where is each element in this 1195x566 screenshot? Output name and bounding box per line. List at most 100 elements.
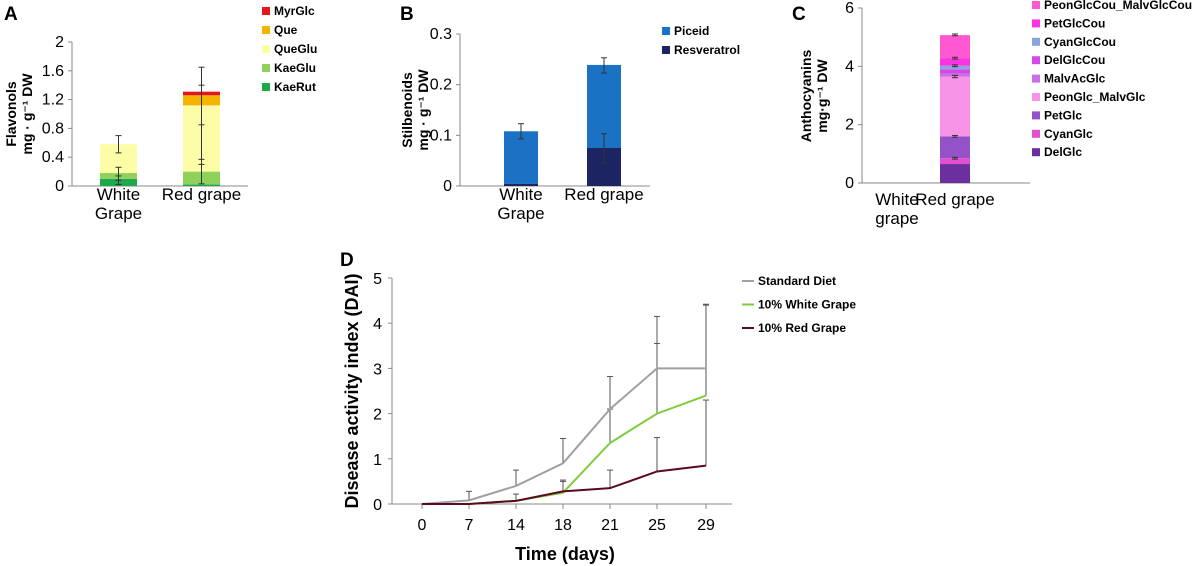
panel-d-x-tick-label: 21: [601, 517, 619, 534]
panel-d-y-tick-label: 2: [373, 407, 382, 424]
panel-c-legend-label: PetGlcCou: [1044, 16, 1105, 30]
panel-c-bar-peonglccou-malvglccou-2: [940, 35, 970, 59]
panel-c-error-bar: [952, 74, 958, 79]
panel-c-category-label: White: [875, 190, 918, 209]
panel-d-error-bar-standard-diet: [513, 469, 519, 486]
panel-c-legend-label: CyanGlc: [1044, 127, 1093, 141]
panel-b-category-label: Grape: [497, 204, 544, 223]
panel-a-legend-swatch: [262, 26, 270, 34]
panel-b-error-bar: [518, 123, 524, 140]
panel-c-bar-peonglc-malvglc-2: [940, 76, 970, 137]
panel-a-bar-kaerut-2: [183, 184, 220, 186]
panel-c-bar-petglc-2: [940, 136, 970, 159]
panel-c-legend-swatch: [1032, 93, 1040, 101]
panel-d-error-bar-10-white-grape: [607, 408, 613, 443]
panel-c: C 0 2 4 6 Anthocyaninsmg·g⁻¹ DW WhitegrapeRed…: [792, 0, 1192, 228]
panel-c-bar-cyanglc-2: [940, 158, 970, 165]
panel-a: A 0 0.4 0.8 1.2 1.6 2 Flavonolsmg · g⁻¹ DW Whit…: [3, 4, 317, 223]
panel-b-bar-resveratrol-1: [504, 183, 538, 186]
panel-c-y-axis-label-line2: mg·g⁻¹ DW: [814, 58, 830, 132]
panel-b-y-axis-label: Stilbenoidsmg · g⁻¹ DW: [399, 69, 431, 151]
panel-d-line-standard-diet: [421, 367, 706, 505]
panel-b-category-label: White: [499, 185, 542, 204]
panel-a-category-label: White: [97, 185, 140, 204]
panel-b-y-tick-label: 0.1: [430, 127, 452, 144]
panel-a-y-axis-label-line1: Flavonols: [3, 81, 19, 147]
panel-a-y-tick-label: 1.2: [42, 92, 64, 109]
panel-a-y-tick-label: 0.4: [42, 149, 64, 166]
panel-c-category-label: Red grape: [915, 190, 994, 209]
panel-d-legend-label: Standard Diet: [758, 274, 836, 288]
panel-d-error-bar-10-red-grape: [560, 479, 566, 492]
panel-c-error-bar: [952, 56, 958, 60]
panel-c-bar-petglccou-2: [940, 58, 970, 66]
panel-d-x-tick-label: 25: [648, 517, 666, 534]
panel-a-y-tick-label: 2: [55, 34, 64, 51]
panel-a-y-tick-label: 0.8: [42, 120, 64, 137]
panel-a-legend-label: Que: [274, 23, 298, 37]
panel-c-y-axis-label-line1: Anthocyanins: [798, 50, 814, 143]
panel-c-label: C: [792, 4, 806, 25]
panel-b-y-axis-label-line2: mg · g⁻¹ DW: [415, 69, 431, 151]
panel-d-legend-label: 10% White Grape: [758, 298, 856, 312]
panel-d-error-bar-10-red-grape: [607, 469, 613, 489]
panel-d-error-bar-10-red-grape: [703, 399, 709, 466]
panel-b-y-tick-label: 0.3: [430, 26, 452, 43]
panel-c-error-bar: [952, 156, 958, 160]
panel-d-error-bar-standard-diet: [466, 490, 472, 501]
panel-a-label: A: [4, 4, 18, 25]
panel-c-error-bar: [952, 33, 958, 37]
panel-c-legend-swatch: [1032, 111, 1040, 120]
panel-d-error-bar-10-red-grape: [654, 437, 660, 472]
panel-b-error-bar: [601, 133, 607, 164]
panel-c-y-tick-label: 0: [845, 175, 854, 192]
panel-a-legend-label: KaeGlu: [274, 61, 316, 75]
panel-c-y-axis-label: Anthocyaninsmg·g⁻¹ DW: [798, 50, 830, 143]
panel-d-y-tick-label: 3: [373, 361, 382, 378]
panel-b: B 0 0.1 0.2 0.3 Stilbenoidsmg · g⁻¹ DW WhiteG…: [399, 4, 740, 223]
panel-d-error-bar-10-white-grape: [703, 304, 709, 396]
panel-c-legend-swatch: [1032, 37, 1040, 46]
panel-b-y-tick-label: 0: [443, 178, 452, 195]
panel-c-legend-label: CyanGlcCou: [1044, 35, 1116, 49]
panel-b-legend-label: Resveratrol: [674, 43, 740, 57]
panel-b-error-bar: [601, 57, 607, 74]
panel-c-legend-swatch: [1032, 129, 1040, 138]
panel-d-x-tick-label: 0: [418, 517, 427, 534]
panel-d-y-tick-label: 0: [373, 497, 382, 514]
panel-b-legend-label: Piceid: [674, 24, 709, 38]
panel-c-legend-swatch: [1032, 1, 1040, 9]
panel-a-legend-label: QueGlu: [274, 42, 317, 56]
panel-d-error-bar-10-white-grape: [654, 343, 660, 414]
panel-a-y-axis-label-line2: mg · g⁻¹ DW: [19, 73, 35, 155]
panel-a-legend-swatch: [262, 45, 270, 53]
panel-d-x-tick-label: 14: [507, 517, 525, 534]
panel-a-y-axis-label: Flavonolsmg · g⁻¹ DW: [3, 73, 35, 155]
panel-c-error-bar: [952, 64, 958, 68]
panel-d-legend-label: 10% Red Grape: [758, 321, 846, 335]
panel-a-error-bar: [115, 175, 122, 186]
panel-a-legend-swatch: [262, 7, 270, 15]
panel-a-y-tick-label: 0: [55, 178, 64, 195]
panel-d-error-bar-10-white-grape: [513, 493, 519, 501]
panel-d-y-tick-label: 5: [373, 271, 382, 288]
panel-d-error-bar-standard-diet: [560, 437, 566, 464]
panel-c-legend-swatch: [1032, 74, 1040, 83]
panel-b-y-tick-label: 0.2: [430, 77, 452, 94]
panel-a-legend-label: KaeRut: [274, 80, 316, 94]
panel-d-x-tick-label: 7: [465, 517, 474, 534]
panel-d-y-axis-label: Disease activity index (DAI): [342, 273, 362, 508]
panel-d-line-10-red-grape: [422, 464, 707, 505]
panel-c-legend-label: PeonGlc_MalvGlc: [1044, 90, 1146, 104]
panel-a-legend-swatch: [262, 64, 270, 72]
panel-c-legend-swatch: [1032, 56, 1040, 65]
panel-b-label: B: [400, 4, 414, 25]
panel-c-category-label: grape: [875, 209, 918, 228]
panel-a-legend-label: MyrGlc: [274, 4, 315, 18]
panel-c-error-bar: [952, 134, 958, 138]
panel-c-legend-label: DelGlc: [1044, 145, 1082, 159]
panel-b-y-axis-label-line1: Stilbenoids: [399, 72, 415, 148]
panel-b-bar-piceid-1: [504, 131, 538, 184]
panel-a-y-tick-label: 1.6: [42, 63, 64, 80]
